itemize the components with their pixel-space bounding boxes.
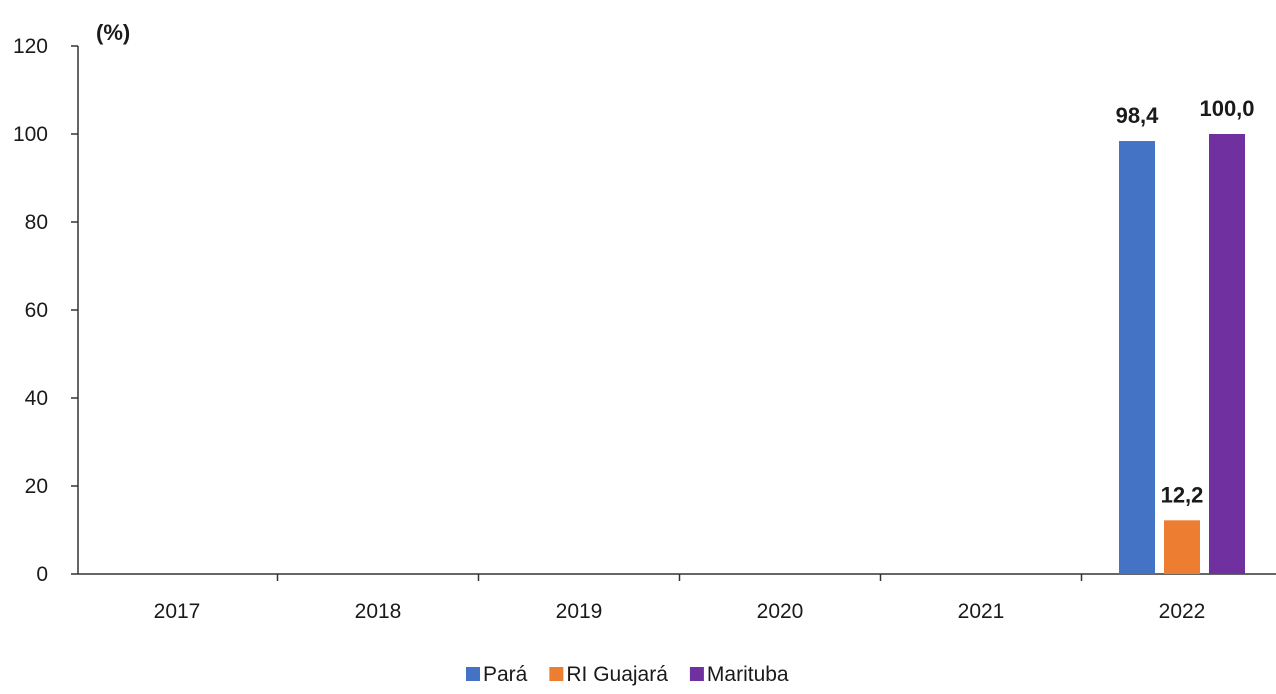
data-label: 100,0 xyxy=(1199,96,1254,121)
legend-label: Marituba xyxy=(707,663,789,686)
x-tick-label: 2019 xyxy=(556,600,603,623)
bar xyxy=(1164,520,1200,574)
y-tick-label: 60 xyxy=(25,299,48,322)
x-tick-label: 2022 xyxy=(1159,600,1206,623)
y-tick-label: 120 xyxy=(13,35,48,58)
y-tick-label: 20 xyxy=(25,475,48,498)
y-tick-label: 40 xyxy=(25,387,48,410)
x-tick-label: 2020 xyxy=(757,600,804,623)
data-label: 12,2 xyxy=(1161,482,1204,507)
x-tick-label: 2018 xyxy=(355,600,402,623)
y-tick-label: 0 xyxy=(36,563,48,586)
legend-swatch xyxy=(689,667,704,681)
legend-swatch xyxy=(549,667,564,681)
y-tick-label: 100 xyxy=(13,123,48,146)
x-axis: 2017 2018 2019 2020 2021 2022 xyxy=(78,573,1276,623)
bar xyxy=(1209,134,1245,574)
y-axis-unit-label: (%) xyxy=(96,20,130,45)
legend: Pará RI Guajará Marituba xyxy=(466,663,789,686)
bar xyxy=(1119,141,1155,575)
y-axis: 0 20 40 60 80 100 120 xyxy=(13,35,79,586)
x-tick-label: 2017 xyxy=(154,600,201,623)
legend-swatch xyxy=(466,667,480,681)
y-tick-label: 80 xyxy=(25,211,48,234)
bars xyxy=(1119,134,1245,575)
data-labels: 98,4 12,2 100,0 xyxy=(1116,96,1255,507)
legend-label: RI Guajará xyxy=(566,663,668,686)
legend-label: Pará xyxy=(483,663,528,686)
x-tick-label: 2021 xyxy=(958,600,1005,623)
data-label: 98,4 xyxy=(1116,103,1160,128)
